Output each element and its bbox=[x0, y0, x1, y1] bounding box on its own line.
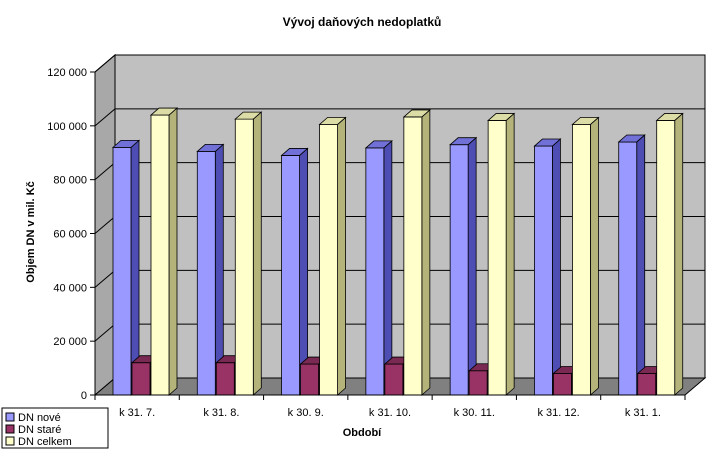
bar bbox=[533, 138, 562, 396]
bar-front bbox=[487, 120, 507, 396]
legend-label: DN nové bbox=[18, 412, 61, 424]
chart-title: Vývoj daňových nedoplatků bbox=[283, 15, 442, 29]
x-tick-label: k 31. 10. bbox=[369, 407, 411, 419]
bar bbox=[449, 136, 478, 396]
bar-front bbox=[319, 124, 338, 396]
y-tick-label: 100 000 bbox=[47, 121, 87, 133]
x-tick-label: k 30. 9. bbox=[288, 407, 324, 419]
bar-front bbox=[656, 120, 676, 396]
y-tick-label: 120 000 bbox=[47, 67, 87, 79]
y-tick-label: 20 000 bbox=[53, 336, 87, 348]
x-tick-label: k 31. 7. bbox=[119, 407, 155, 419]
bar-top bbox=[196, 144, 225, 152]
legend-label: DN celkem bbox=[18, 436, 72, 448]
bar-top bbox=[402, 109, 431, 118]
bar-front bbox=[365, 147, 385, 396]
x-tick-label: k 31. 12. bbox=[537, 407, 579, 419]
bar-top bbox=[449, 137, 478, 146]
bar bbox=[196, 143, 225, 396]
bar-front bbox=[572, 124, 591, 396]
gridline bbox=[94, 54, 705, 73]
bar-side bbox=[337, 116, 346, 396]
gridline bbox=[94, 108, 705, 127]
bar-top bbox=[655, 113, 684, 121]
bar-front bbox=[384, 363, 404, 396]
bar-front bbox=[534, 145, 553, 396]
y-tick-label: 80 000 bbox=[53, 175, 87, 187]
bar bbox=[280, 147, 309, 396]
bar bbox=[655, 112, 684, 396]
bar-front bbox=[112, 146, 132, 396]
bar-front bbox=[281, 155, 300, 396]
x-tick-label: k 30. 11. bbox=[454, 407, 495, 419]
bar bbox=[402, 109, 431, 396]
bar-side bbox=[252, 111, 262, 396]
bar-top bbox=[111, 139, 141, 148]
bar-top bbox=[280, 148, 309, 156]
bar bbox=[111, 139, 141, 396]
bar-side bbox=[636, 134, 646, 396]
y-tick-label: 60 000 bbox=[53, 229, 87, 241]
bar bbox=[318, 116, 347, 396]
x-axis-ticks: k 31. 7. k 31. 8. k 30. 9. k 31. 10. k 30. 1… bbox=[94, 394, 686, 419]
bar-top bbox=[487, 113, 516, 121]
bar-front bbox=[196, 151, 216, 396]
bar-top bbox=[318, 117, 347, 125]
bar-front bbox=[300, 363, 319, 396]
bar bbox=[364, 140, 393, 396]
bar-top bbox=[533, 138, 562, 147]
bar-front bbox=[131, 362, 151, 396]
x-tick-label: k 31. 8. bbox=[203, 407, 239, 419]
bar bbox=[149, 107, 179, 396]
bar-top bbox=[364, 140, 393, 149]
bar-front bbox=[234, 118, 254, 396]
bar-front bbox=[403, 116, 423, 396]
bar bbox=[487, 112, 516, 396]
bar-top bbox=[234, 111, 263, 120]
bar-side bbox=[383, 140, 393, 396]
legend-swatch bbox=[5, 424, 15, 434]
bar-front bbox=[553, 373, 572, 396]
legend-swatch bbox=[5, 436, 15, 446]
bar-front bbox=[215, 362, 235, 396]
legend-swatch bbox=[5, 412, 15, 422]
y-axis-ticks: 0 20 000 40 000 60 000 80 000 100 000 120 000 bbox=[47, 67, 96, 402]
bar-front bbox=[618, 141, 638, 396]
bar-side bbox=[299, 147, 308, 396]
legend-box bbox=[1, 407, 109, 449]
bar-front bbox=[150, 114, 170, 396]
y-tick-label: 0 bbox=[81, 390, 87, 402]
x-axis-title: Období bbox=[343, 427, 382, 439]
bar-side bbox=[505, 112, 515, 396]
bar-front bbox=[468, 370, 488, 396]
bar-side bbox=[130, 139, 140, 396]
bar-side bbox=[168, 107, 178, 396]
bar-top bbox=[571, 117, 600, 125]
bar-top bbox=[149, 107, 179, 116]
y-axis-title: Objem DN v mil. Kč bbox=[25, 181, 37, 282]
bar bbox=[234, 111, 263, 396]
y-tick-label: 40 000 bbox=[53, 282, 87, 294]
bar-front bbox=[449, 144, 469, 396]
bar-side bbox=[467, 136, 477, 396]
bar-side bbox=[590, 116, 599, 396]
bar-side bbox=[421, 109, 431, 396]
bar-side bbox=[674, 112, 684, 396]
bar-front bbox=[637, 373, 657, 396]
legend-label: DN staré bbox=[18, 424, 61, 436]
bar-side bbox=[552, 138, 561, 396]
x-tick-label: k 31. 1. bbox=[625, 407, 661, 419]
bar-top bbox=[617, 134, 646, 143]
bar bbox=[617, 134, 646, 396]
plot-walls bbox=[93, 53, 707, 397]
bar bbox=[571, 116, 600, 396]
